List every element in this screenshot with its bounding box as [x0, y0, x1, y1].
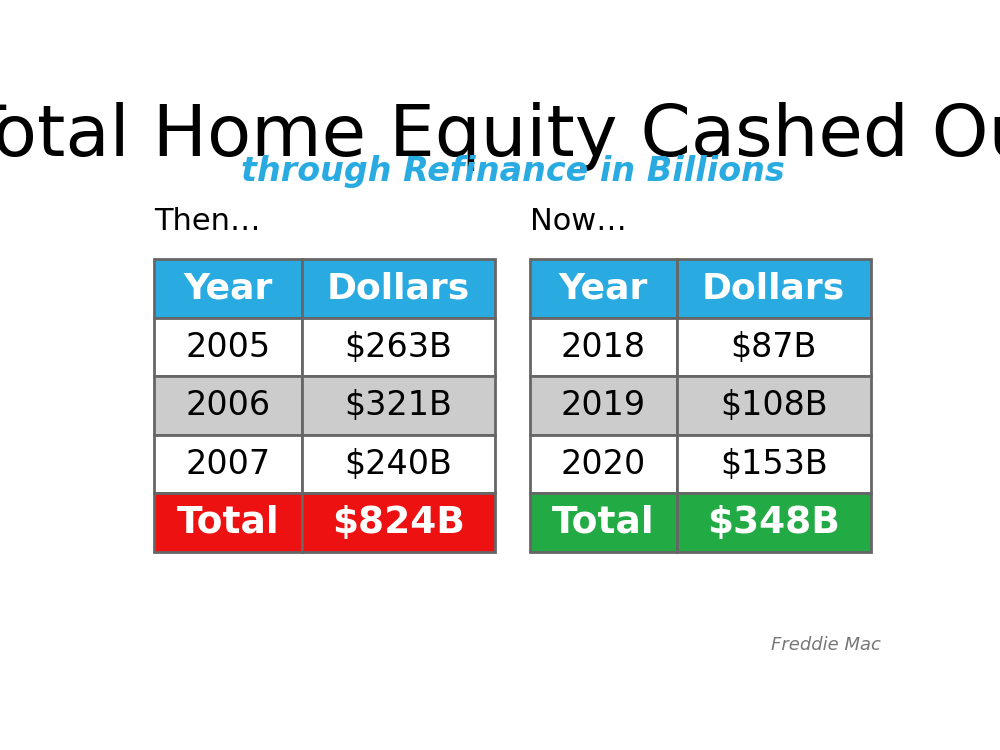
Text: 2006: 2006 [186, 389, 271, 422]
Text: $321B: $321B [345, 389, 453, 422]
Text: $348B: $348B [707, 505, 840, 541]
Bar [530, 376, 677, 435]
Bar [677, 260, 871, 318]
Text: $263B: $263B [345, 331, 453, 364]
Bar [302, 318, 495, 376]
Bar [530, 435, 677, 494]
Bar [530, 318, 677, 376]
Text: Total Home Equity Cashed Out: Total Home Equity Cashed Out [0, 101, 1000, 170]
Bar [302, 435, 495, 494]
Text: 2019: 2019 [561, 389, 646, 422]
Text: $824B: $824B [332, 505, 465, 541]
Bar [677, 318, 871, 376]
Bar [154, 435, 302, 494]
Text: $87B: $87B [730, 331, 817, 364]
Text: Year: Year [558, 272, 648, 306]
Text: Freddie Mac: Freddie Mac [771, 636, 881, 654]
Text: 2018: 2018 [561, 331, 646, 364]
Text: Total: Total [552, 505, 654, 541]
Text: Then…: Then… [154, 207, 261, 236]
Bar [677, 435, 871, 494]
Text: Dollars: Dollars [327, 272, 470, 306]
Text: $153B: $153B [720, 448, 828, 481]
Text: 2005: 2005 [186, 331, 271, 364]
Bar [154, 318, 302, 376]
Bar [154, 260, 302, 318]
Text: Dollars: Dollars [702, 272, 845, 306]
Bar [154, 494, 302, 552]
Text: 2020: 2020 [561, 448, 646, 481]
Text: $240B: $240B [345, 448, 453, 481]
Text: 2007: 2007 [186, 448, 271, 481]
Bar [302, 260, 495, 318]
Bar [302, 376, 495, 435]
Bar [677, 494, 871, 552]
Text: Year: Year [183, 272, 273, 306]
Bar [677, 376, 871, 435]
Bar [530, 260, 677, 318]
Text: Total: Total [177, 505, 279, 541]
Bar [530, 494, 677, 552]
Text: Now…: Now… [530, 207, 626, 236]
Text: $108B: $108B [720, 389, 827, 422]
Bar [302, 494, 495, 552]
Text: through Refinance in Billions: through Refinance in Billions [241, 155, 784, 188]
Bar [154, 376, 302, 435]
